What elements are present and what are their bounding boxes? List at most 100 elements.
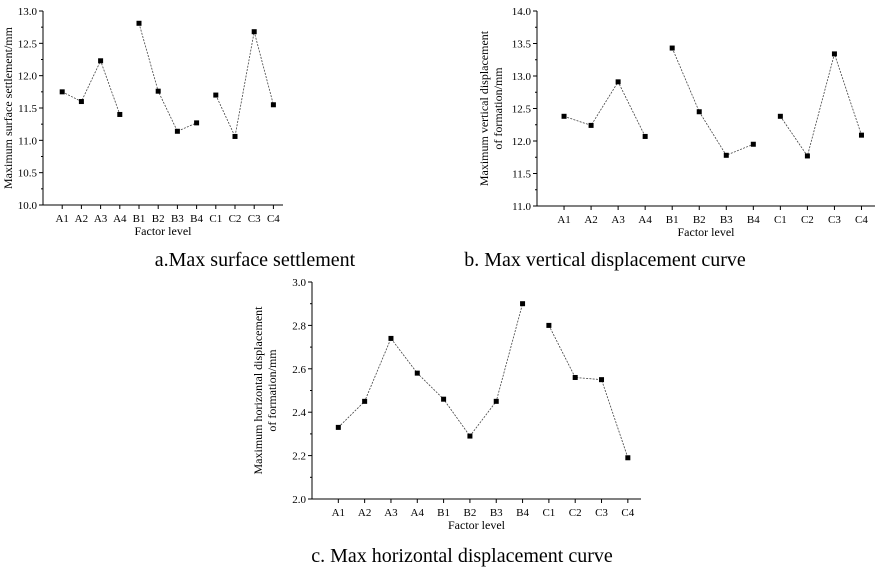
y-tick-label: 10.5 bbox=[18, 168, 38, 180]
y-tick-label: 11.5 bbox=[512, 169, 531, 181]
y-tick-label: 13.0 bbox=[512, 71, 532, 83]
data-point bbox=[98, 58, 104, 64]
chart-caption: a.Max surface settlement bbox=[155, 249, 356, 271]
x-tick-label: A3 bbox=[94, 213, 108, 225]
data-point bbox=[723, 152, 729, 158]
y-tick-label: 2.4 bbox=[292, 407, 306, 419]
x-tick-label: C4 bbox=[267, 213, 280, 225]
y-axis-title: Maximum surface settlement/mm bbox=[1, 26, 15, 189]
x-tick-label: C2 bbox=[229, 213, 242, 225]
data-point bbox=[642, 133, 648, 139]
x-tick-label: C1 bbox=[209, 213, 222, 225]
x-tick-label: A2 bbox=[75, 213, 88, 225]
x-tick-label: C4 bbox=[621, 507, 634, 519]
y-axis-title: of formation/mm bbox=[265, 349, 279, 432]
data-point bbox=[213, 92, 219, 98]
x-tick-label: C2 bbox=[569, 507, 582, 519]
data-point bbox=[251, 29, 257, 35]
series-line-group-1 bbox=[338, 303, 523, 437]
data-point bbox=[59, 89, 65, 95]
data-point bbox=[388, 335, 394, 341]
data-point bbox=[572, 374, 578, 380]
chart-max-vertical-displacement: 11.0 11.5 12.0 12.5 13.0 13.5 14.0 A1 A2 A3 A4 B1 B2… bbox=[464, 6, 875, 271]
x-tick-label: B2 bbox=[463, 507, 476, 519]
data-point bbox=[599, 377, 605, 383]
x-tick-label: B1 bbox=[133, 213, 146, 225]
x-tick-label: C3 bbox=[595, 507, 608, 519]
data-point bbox=[270, 102, 276, 108]
data-point bbox=[467, 433, 473, 439]
x-tick-label: C3 bbox=[248, 213, 261, 225]
y-tick-label: 11.0 bbox=[18, 135, 37, 147]
data-point bbox=[155, 88, 161, 94]
x-tick-label: A1 bbox=[557, 214, 570, 226]
x-tick-label: A1 bbox=[332, 507, 345, 519]
y-tick-label: 12.5 bbox=[18, 38, 38, 50]
series-line-group-1 bbox=[62, 59, 121, 115]
x-tick-label: B4 bbox=[747, 214, 760, 226]
data-point bbox=[546, 322, 552, 328]
x-tick-label: C4 bbox=[855, 214, 868, 226]
x-axis-title: Factor level bbox=[448, 518, 506, 532]
y-tick-label: 12.0 bbox=[512, 136, 532, 148]
data-point bbox=[669, 45, 675, 51]
x-tick-label: C1 bbox=[774, 214, 787, 226]
y-axis-title: Maximum vertical displacement bbox=[477, 30, 491, 186]
series-line-group-3 bbox=[215, 31, 274, 138]
x-tick-label: C1 bbox=[542, 507, 555, 519]
y-tick-label: 2.0 bbox=[292, 494, 306, 506]
y-tick-label: 14.0 bbox=[512, 6, 532, 18]
x-tick-label: B4 bbox=[190, 213, 203, 225]
x-tick-label: B3 bbox=[490, 507, 503, 519]
y-tick-label: 12.5 bbox=[512, 104, 532, 116]
data-point bbox=[750, 141, 756, 147]
data-point bbox=[615, 79, 621, 85]
x-tick-label: C3 bbox=[828, 214, 841, 226]
chart-caption: b. Max vertical displacement curve bbox=[464, 249, 746, 271]
series-line-group-2 bbox=[138, 23, 197, 132]
x-tick-label: A2 bbox=[584, 214, 597, 226]
data-point bbox=[174, 128, 180, 134]
data-point bbox=[78, 99, 84, 105]
data-point bbox=[858, 132, 864, 138]
data-point bbox=[232, 133, 238, 139]
data-point bbox=[194, 120, 200, 126]
chart-caption: c. Max horizontal displacement curve bbox=[311, 545, 613, 567]
x-tick-label: B4 bbox=[516, 507, 529, 519]
x-tick-label: B2 bbox=[693, 214, 706, 226]
data-point bbox=[117, 111, 123, 117]
x-tick-label: B1 bbox=[666, 214, 679, 226]
series-line-group-2 bbox=[548, 325, 629, 458]
x-tick-label: B1 bbox=[437, 507, 450, 519]
x-tick-label: B3 bbox=[720, 214, 733, 226]
x-axis-title: Factor level bbox=[678, 225, 736, 239]
y-axis-title: Maximum horizontal displacement bbox=[251, 306, 265, 475]
series-line-group-1 bbox=[563, 81, 646, 137]
data-point bbox=[362, 398, 368, 404]
y-tick-label: 12.0 bbox=[18, 71, 38, 83]
data-point bbox=[625, 455, 631, 461]
x-tick-label: A3 bbox=[384, 507, 398, 519]
data-point bbox=[414, 370, 420, 376]
data-point bbox=[696, 109, 702, 115]
x-tick-label: A2 bbox=[358, 507, 371, 519]
x-tick-label: A4 bbox=[638, 214, 652, 226]
data-point bbox=[831, 51, 837, 57]
series-line-group-2 bbox=[671, 47, 754, 156]
y-tick-label: 11.0 bbox=[512, 201, 531, 213]
y-tick-label: 3.0 bbox=[292, 277, 306, 289]
data-point bbox=[588, 122, 594, 128]
chart-max-surface-settlement: 10.0 10.5 11.0 11.5 12.0 12.5 13.0 A1 A2 A3 A4 B1 B2… bbox=[1, 6, 356, 271]
y-tick-label: 13.5 bbox=[512, 39, 532, 51]
data-point bbox=[804, 153, 810, 159]
y-tick-label: 11.5 bbox=[18, 103, 37, 115]
chart-max-horizontal-displacement: 2.0 2.2 2.4 2.6 2.8 3.0 A1 A2 A3 A4 B1 B2 B3 B4 C1 C2 C3… bbox=[251, 277, 641, 567]
x-axis-title: Factor level bbox=[135, 224, 193, 238]
series-line-group-3 bbox=[780, 52, 862, 157]
data-point bbox=[520, 301, 526, 307]
y-tick-label: 2.2 bbox=[292, 451, 306, 463]
x-tick-label: C2 bbox=[801, 214, 814, 226]
x-tick-label: A4 bbox=[113, 213, 127, 225]
y-tick-label: 10.0 bbox=[18, 200, 38, 212]
